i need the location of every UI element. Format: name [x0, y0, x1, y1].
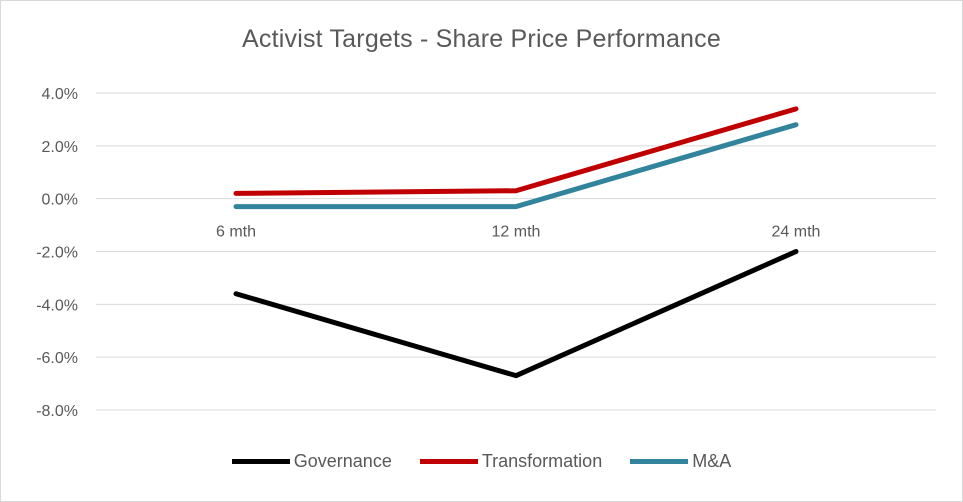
legend-item: Governance [231, 451, 392, 472]
x-tick-label: 6 mth [216, 224, 256, 241]
y-tick-label: -8.0% [36, 403, 78, 420]
y-tick-label: 0.0% [42, 192, 78, 209]
y-tick-label: 2.0% [42, 139, 78, 156]
y-tick-label: -4.0% [36, 297, 78, 314]
y-axis-tick-labels: 4.0% 2.0% 0.0% -2.0% -4.0% -6.0% -8.0% [36, 86, 78, 420]
y-tick-label: -6.0% [36, 350, 78, 367]
legend: Governance Transformation M&A [0, 451, 963, 472]
series-line-transformation [233, 106, 799, 196]
x-tick-label: 12 mth [492, 224, 541, 241]
series-lines [233, 106, 799, 379]
series-line-governance [233, 249, 799, 379]
legend-swatch [231, 459, 290, 464]
series-line-m-a [233, 122, 799, 210]
chart-title: Activist Targets - Share Price Performan… [242, 25, 721, 53]
x-tick-label: 24 mth [772, 224, 821, 241]
legend-item: M&A [630, 451, 731, 472]
y-tick-label: -2.0% [36, 245, 78, 262]
x-axis-tick-labels: 6 mth 12 mth 24 mth [216, 224, 820, 241]
legend-swatch [630, 459, 689, 464]
y-tick-label: 4.0% [42, 86, 78, 103]
legend-label: M&A [692, 451, 732, 471]
legend-label: Governance [293, 451, 392, 471]
legend-swatch [419, 459, 478, 464]
legend-label: Transformation [481, 451, 603, 471]
legend-item: Transformation [419, 451, 603, 472]
gridlines [96, 92, 936, 411]
